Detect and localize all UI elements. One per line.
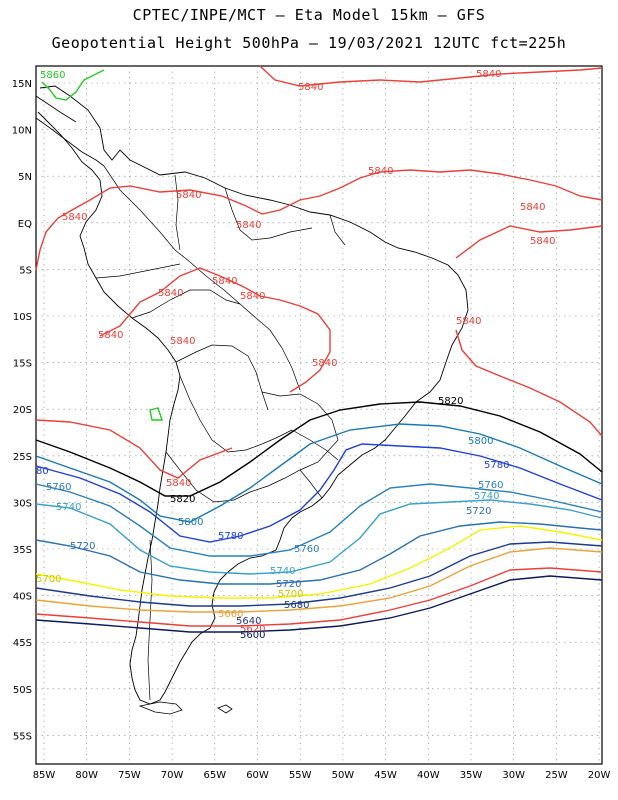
label-5820-b: 5820 [170,494,195,505]
central-america-coastline [35,95,105,167]
label-5840-g: 5840 [520,202,545,213]
map-title: CPTEC/INPE/MCT – Eta Model 15km – GFS [132,6,486,24]
lat-tick-label: 45S [13,638,32,649]
label-5640: 5640 [236,616,261,627]
lat-tick-label: 10S [13,312,32,323]
label-5760-c: 5760 [294,544,319,555]
contour-5840-east [455,225,603,259]
country-borders [95,165,346,701]
label-5840-n: 5840 [170,336,195,347]
lat-tick-label: EQ [18,219,32,230]
contour-5680 [35,541,603,607]
label-5840-d: 5840 [176,190,201,201]
contour-5720 [35,521,603,585]
lat-tick-label: 40S [13,592,32,603]
contour-5620 [35,567,603,627]
label-5760-b: 5760 [46,482,71,493]
label-5840-c: 5840 [368,166,393,177]
lat-tick-label: 35S [13,545,32,556]
lon-tick-label: 30W [502,770,525,781]
label-5700-a: 5700 [36,574,61,585]
label-5840-h: 5840 [530,236,555,247]
lat-tick-label: 5N [18,172,32,183]
map-subtitle: Geopotential Height 500hPa – 19/03/2021 … [51,34,567,52]
lon-tick-label: 70W [161,770,184,781]
lon-tick-label: 65W [203,770,226,781]
lon-tick-label: 25W [545,770,568,781]
contour-5840-atlantic [455,329,603,437]
label-5840-l: 5840 [456,316,481,327]
contour-5840-tropical [35,169,603,271]
label-5840-e: 5840 [62,212,87,223]
falkland-islands [217,704,233,714]
label-5820-a: 5820 [438,396,463,407]
lon-tick-label: 60W [246,770,269,781]
contour-5660 [35,547,603,613]
lon-tick-label: 35W [460,770,483,781]
lat-tick-label: 15S [13,359,32,370]
contour-5800 [35,423,603,523]
label-5740-b: 5740 [56,502,81,513]
lat-tick-label: 5S [19,265,32,276]
lon-tick-label: 85W [33,770,56,781]
contour-5820 [35,401,603,497]
lat-tick-label: 30S [13,498,32,509]
contour-5840-amazon [99,267,331,393]
contour-5600 [35,575,603,633]
lat-tick-label: 50S [13,685,32,696]
tierra-del-fuego [138,701,183,715]
label-5780-c: 80 [36,466,49,477]
label-5700-b: 5700 [278,589,303,600]
lat-tick-label: 15N [12,79,32,90]
label-5860: 5860 [40,70,65,81]
label-5680: 5680 [284,600,309,611]
label-5740-a: 5740 [474,491,499,502]
lon-tick-label: 75W [118,770,141,781]
label-5600: 5600 [240,630,265,641]
label-5840-k: 5840 [240,291,265,302]
label-5840-f: 5840 [236,220,261,231]
label-5780-a: 5780 [484,460,509,471]
label-5720-b: 5720 [70,541,95,552]
label-5800-a: 5800 [468,436,493,447]
lat-tick-label: 20S [13,405,32,416]
lon-tick-label: 55W [289,770,312,781]
contour-5740 [35,499,603,575]
contour-5760 [35,483,603,557]
label-5800-b: 5800 [178,517,203,528]
lon-tick-label: 50W [332,770,355,781]
lon-tick-label: 20W [588,770,611,781]
label-5760-a: 5760 [478,480,503,491]
label-5780-b: 5780 [218,531,243,542]
lat-tick-label: 10N [12,126,32,137]
map-frame [35,65,603,765]
label-5620: 5620 [240,624,265,635]
contour-5860 [41,69,163,421]
lon-tick-label: 80W [75,770,98,781]
label-5840-i: 5840 [212,276,237,287]
contour-5840-south [35,419,233,479]
lon-tick-label: 40W [417,770,440,781]
label-5840-b: 5840 [476,69,501,80]
lat-tick-label: 55S [13,731,32,742]
label-5660: 5660 [218,609,243,620]
lon-tick-label: 45W [374,770,397,781]
contour-5700 [35,525,603,599]
contour-5780 [35,443,603,543]
contour-5840-north [259,65,603,87]
label-5840-a: 5840 [298,82,323,93]
label-5840-p: 5840 [166,478,191,489]
label-5840-j: 5840 [158,288,183,299]
label-5720-a: 5720 [466,506,491,517]
south-america-coastline [37,85,469,705]
label-5740-c: 5740 [270,566,295,577]
lat-tick-label: 25S [13,452,32,463]
axis-ticks: 15N 10N 5N EQ 5S 10S 15S 20S 25S 30S 35S 40S 45S 50S 5… [12,79,611,781]
label-5840-m: 5840 [98,330,123,341]
label-5840-o: 5840 [312,358,337,369]
label-5720-c: 5720 [276,579,301,590]
